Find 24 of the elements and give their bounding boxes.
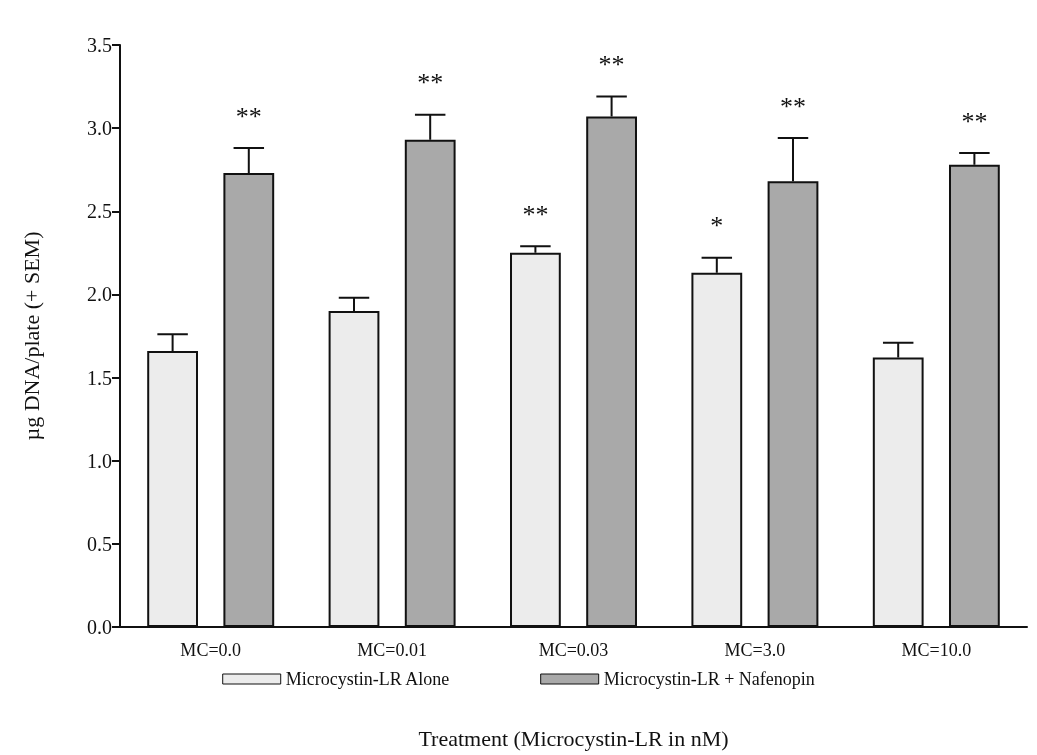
x-tick-label: MC=0.0	[180, 640, 242, 660]
y-tick-label: 2.0	[87, 283, 112, 306]
y-tick-label: 3.5	[87, 34, 112, 56]
y-tick-label: 3.0	[87, 117, 112, 140]
y-tick-label: 1.0	[87, 449, 112, 472]
annotation: **	[961, 106, 988, 136]
y-axis-title: µg DNA/plate (+ SEM)	[18, 231, 44, 441]
x-tick-label: MC=0.01	[357, 640, 427, 660]
legend-label: Microcystin-LR Alone	[285, 669, 450, 689]
x-tick-label: MC=0.03	[538, 640, 609, 660]
annotation: **	[417, 68, 444, 98]
legend-label: Microcystin-LR + Nafenopin	[603, 669, 815, 689]
y-tick-label: 2.5	[87, 200, 112, 223]
annotation: **	[522, 199, 549, 229]
x-tick-label: MC=3.0	[724, 640, 786, 660]
annotation: *	[710, 211, 724, 241]
y-tick-label: 1.5	[87, 366, 112, 389]
annotation: **	[779, 91, 806, 121]
y-tick-label: 0.0	[87, 616, 112, 638]
annotation: **	[598, 50, 625, 80]
y-tick-label: 0.5	[87, 532, 112, 555]
x-axis-title: Treatment (Microcystin-LR in nM)	[418, 725, 729, 751]
annotation: **	[235, 101, 262, 131]
x-tick-label: MC=10.0	[901, 640, 972, 660]
